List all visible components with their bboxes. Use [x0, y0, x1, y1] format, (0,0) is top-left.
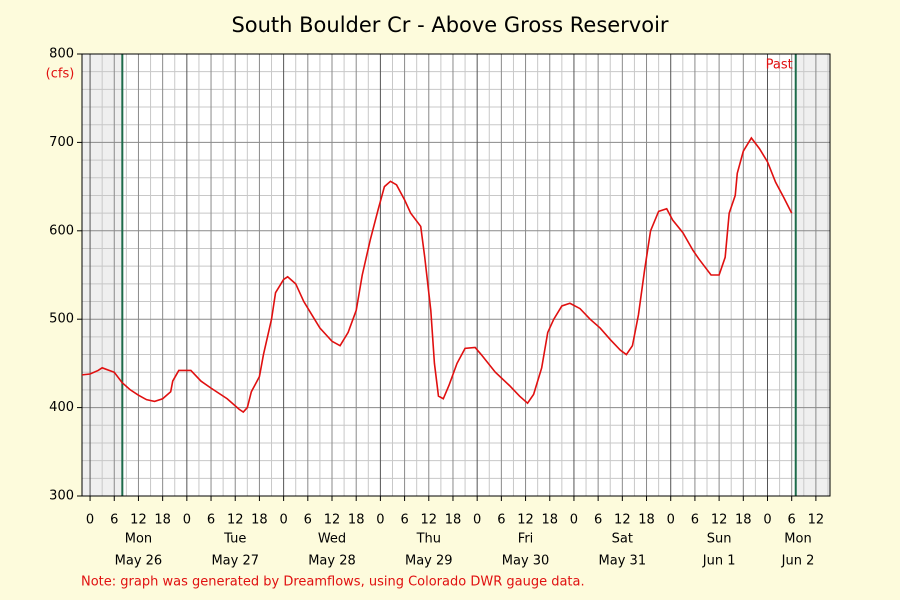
x-tick-label: 12: [711, 513, 728, 528]
day-date: May 31: [599, 554, 647, 569]
note: Note: graph was generated by Dreamflows,…: [81, 575, 585, 590]
day-date: Jun 2: [781, 554, 815, 569]
x-tick-label: 12: [227, 513, 244, 528]
chart-title: South Boulder Cr - Above Gross Reservoir: [231, 13, 668, 37]
x-tick-label: 0: [473, 513, 481, 528]
annotation: Past: [766, 58, 793, 73]
y-tick-label: 400: [49, 400, 74, 415]
day-date: May 28: [308, 554, 356, 569]
data-line: [81, 136, 793, 414]
day-date: May 30: [502, 554, 550, 569]
x-tick-label: 0: [763, 513, 771, 528]
x-tick-label: 12: [517, 513, 534, 528]
day-date: May 29: [405, 554, 453, 569]
plot-frame: [81, 53, 831, 497]
day-weekday: Mon: [125, 532, 152, 547]
x-tick-label: 0: [570, 513, 578, 528]
day-weekday: Sat: [612, 532, 633, 547]
y-tick-label: 800: [49, 47, 74, 62]
y-tick-label: 500: [49, 312, 74, 327]
x-tick-label: 0: [376, 513, 384, 528]
day-date: May 27: [211, 554, 259, 569]
x-tick-label: 18: [154, 513, 171, 528]
x-tick-label: 12: [421, 513, 438, 528]
x-tick-label: 12: [808, 513, 825, 528]
x-tick-label: 18: [445, 513, 462, 528]
x-tick-label: 6: [497, 513, 505, 528]
x-tick-label: 0: [183, 513, 191, 528]
x-tick-label: 18: [638, 513, 655, 528]
day-date: Jun 1: [702, 554, 736, 569]
y-tick-label: 600: [49, 223, 74, 238]
shaded-region: [795, 54, 830, 496]
day-date: May 26: [115, 554, 163, 569]
x-tick-label: 12: [130, 513, 147, 528]
x-tick-label: 18: [735, 513, 752, 528]
day-weekday: Tue: [223, 532, 246, 547]
x-tick-label: 12: [614, 513, 631, 528]
x-tick-label: 0: [86, 513, 94, 528]
x-tick-label: 0: [667, 513, 675, 528]
x-tick-label: 6: [304, 513, 312, 528]
x-tick-label: 6: [400, 513, 408, 528]
x-tick-label: 6: [110, 513, 118, 528]
y-tick-label: 300: [49, 489, 74, 504]
day-weekday: Thu: [416, 532, 441, 547]
day-weekday: Mon: [784, 532, 811, 547]
x-tick-label: 18: [541, 513, 558, 528]
x-tick-label: 6: [691, 513, 699, 528]
x-tick-label: 6: [207, 513, 215, 528]
x-tick-label: 18: [348, 513, 365, 528]
x-tick-label: 6: [788, 513, 796, 528]
day-weekday: Wed: [318, 532, 346, 547]
x-tick-label: 12: [324, 513, 341, 528]
x-tick-label: 18: [251, 513, 268, 528]
x-tick-label: 6: [594, 513, 602, 528]
day-weekday: Fri: [518, 532, 534, 547]
day-weekday: Sun: [707, 532, 732, 547]
y-tick-label: 700: [49, 135, 74, 150]
x-tick-label: 0: [279, 513, 287, 528]
y-axis-label: (cfs): [46, 67, 75, 82]
plot-background: [82, 54, 830, 496]
